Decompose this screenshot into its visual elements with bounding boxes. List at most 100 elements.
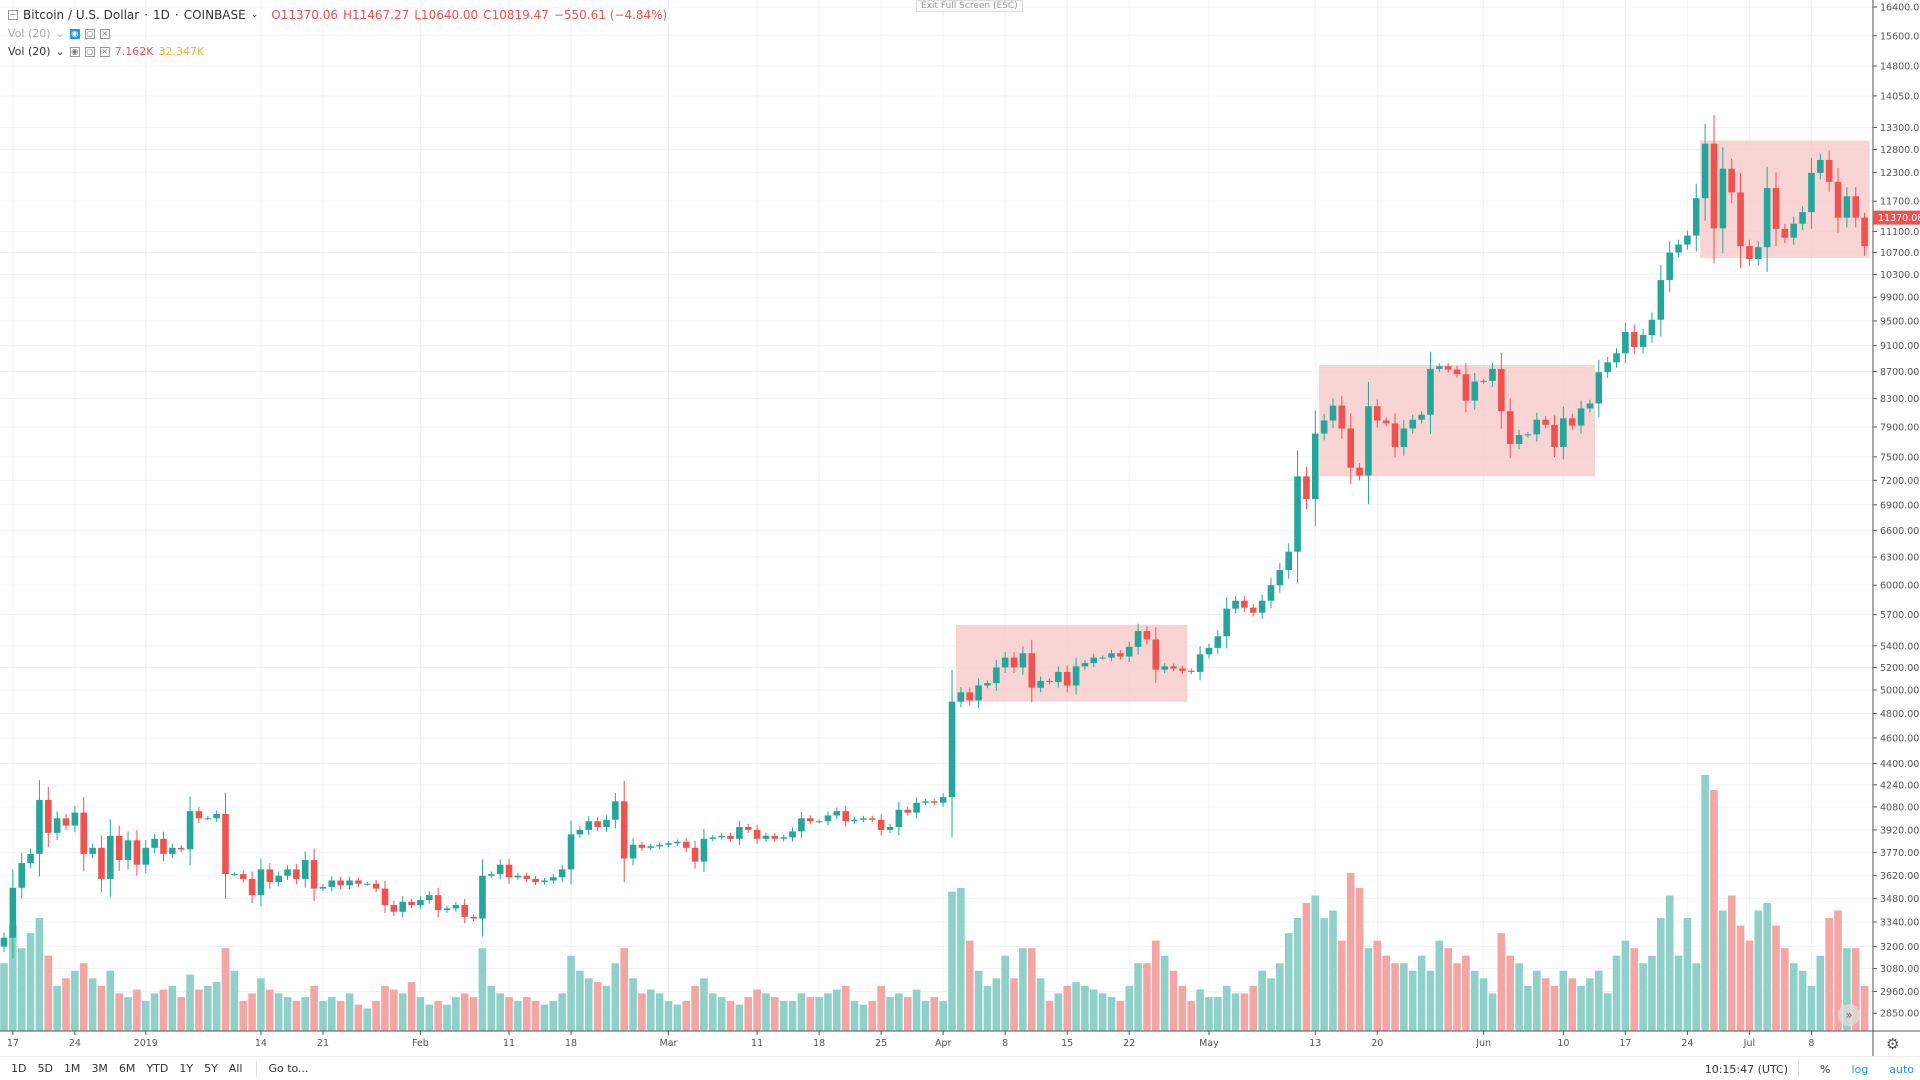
price-chart[interactable]: 16400.00 15600.00 14800.00 14050.00 13300.00… (0, 0, 1920, 1056)
candle-body (1214, 636, 1222, 648)
range-5y[interactable]: 5Y (204, 1062, 218, 1075)
volume-bar (992, 978, 1001, 1031)
range-1y[interactable]: 1Y (179, 1062, 194, 1075)
close-icon[interactable]: × (99, 28, 110, 39)
volume-bar (1639, 963, 1647, 1031)
candle-body (452, 905, 460, 909)
settings-icon[interactable]: ○ (84, 28, 95, 39)
volume-bar (948, 891, 956, 1031)
volume-bar (1488, 993, 1497, 1031)
volume-bar (1541, 978, 1550, 1031)
candle-body (1701, 143, 1709, 199)
volume-bar (540, 1004, 549, 1031)
price-tick-label: 5200.00 (1880, 663, 1919, 674)
candle-body (1622, 331, 1629, 354)
range-ytd[interactable]: YTD (146, 1062, 169, 1075)
time-tick-label: 17 (7, 1038, 19, 1049)
range-3m[interactable]: 3M (91, 1062, 108, 1075)
price-tick-label: 3920.00 (1880, 825, 1919, 836)
time-tick-label: Jul (1743, 1038, 1755, 1049)
volume-bar (310, 985, 318, 1031)
time-tick-label: 20 (1371, 1038, 1383, 1049)
volume-bar (620, 948, 628, 1031)
time-tick-label: 10 (1557, 1038, 1569, 1049)
candle-body (815, 821, 823, 823)
log-toggle[interactable]: log (1851, 1062, 1869, 1076)
collapse-icon[interactable]: − (8, 10, 18, 20)
candle-body (1356, 467, 1363, 476)
volume-bar (930, 997, 939, 1031)
range-all[interactable]: All (228, 1062, 243, 1075)
eye-icon[interactable]: ◉ (69, 46, 80, 57)
volume-bar (1515, 963, 1523, 1031)
indicator-label[interactable]: Vol (20) (8, 27, 51, 40)
volume-bar (195, 989, 203, 1031)
range-5d[interactable]: 5D (37, 1062, 53, 1075)
candle-body (806, 818, 814, 822)
volume-bar (1267, 978, 1275, 1031)
auto-toggle[interactable]: auto (1889, 1062, 1914, 1076)
time-tick-label: 18 (565, 1038, 577, 1049)
volume-bar (248, 993, 256, 1031)
range-6m[interactable]: 6M (118, 1062, 136, 1075)
range-1m[interactable]: 1M (63, 1062, 81, 1075)
candle-body (1143, 631, 1151, 640)
goto-button[interactable]: Go to... (268, 1062, 309, 1075)
volume-bar (1373, 940, 1382, 1031)
percent-toggle[interactable]: % (1820, 1062, 1831, 1076)
ohlc-high: H11467.27 (342, 8, 410, 22)
candle-body (523, 875, 531, 879)
chevron-down-icon[interactable]: ⌄ (250, 10, 259, 20)
candle-body (1117, 653, 1124, 657)
interval[interactable]: 1D (153, 8, 170, 22)
volume-bar (1453, 963, 1461, 1031)
volume-bar (531, 1000, 540, 1031)
volume-bar (203, 985, 212, 1031)
candle-body (886, 827, 894, 830)
volume-bar (1577, 985, 1585, 1031)
gear-icon[interactable]: ⚙ (1886, 1035, 1900, 1053)
eye-icon[interactable]: ◉ (69, 28, 80, 39)
indicator-label[interactable]: Vol (20) (8, 45, 51, 58)
ohlc-change: −550.61 (−4.84%) (553, 8, 668, 22)
volume-bar (257, 978, 265, 1031)
candle-body (1320, 420, 1328, 434)
settings-icon[interactable]: ○ (84, 46, 95, 57)
candle-body (682, 841, 690, 848)
volume-bar (1568, 978, 1577, 1031)
volume-bar (1727, 895, 1736, 1031)
candle-body (1808, 172, 1815, 213)
volume-bar (903, 997, 912, 1031)
exchange[interactable]: COINBASE (183, 8, 246, 22)
volume-bar (558, 993, 566, 1031)
range-1d[interactable]: 1D (11, 1062, 27, 1075)
candle-body (851, 819, 858, 822)
candle-body (1170, 666, 1177, 669)
close-icon[interactable]: × (99, 46, 110, 57)
volume-bar (522, 997, 531, 1031)
volume-bar (806, 997, 815, 1031)
volume-bar (106, 970, 115, 1031)
volume-bar (141, 1000, 150, 1031)
volume-bar (1665, 895, 1674, 1031)
candle-body (762, 835, 770, 839)
volume-bar (0, 963, 8, 1031)
symbol-name[interactable]: Bitcoin / U.S. Dollar (23, 8, 140, 22)
volume-bar (1107, 997, 1116, 1031)
volume-bar (443, 1004, 451, 1031)
ohlc-low: L10640.00 (414, 8, 479, 22)
volume-bar (957, 887, 965, 1031)
clock[interactable]: 10:15:47 (UTC) (1704, 1062, 1788, 1076)
price-tick-label: 9500.00 (1880, 316, 1919, 327)
candle-body (1817, 159, 1824, 173)
candle-body (1365, 406, 1372, 476)
candle-body (1055, 671, 1062, 683)
scroll-to-realtime-button[interactable]: » (1838, 1004, 1860, 1026)
price-tick-label: 3340.00 (1880, 918, 1919, 929)
price-tick-label: 11100.00 (1880, 227, 1920, 238)
exit-fullscreen-button[interactable]: Exit Full Screen (ESC) (916, 0, 1023, 12)
volume-bar (833, 989, 841, 1031)
volume-bar (549, 1000, 558, 1031)
time-tick-label: 8 (1002, 1038, 1008, 1049)
candle-body (470, 916, 477, 919)
